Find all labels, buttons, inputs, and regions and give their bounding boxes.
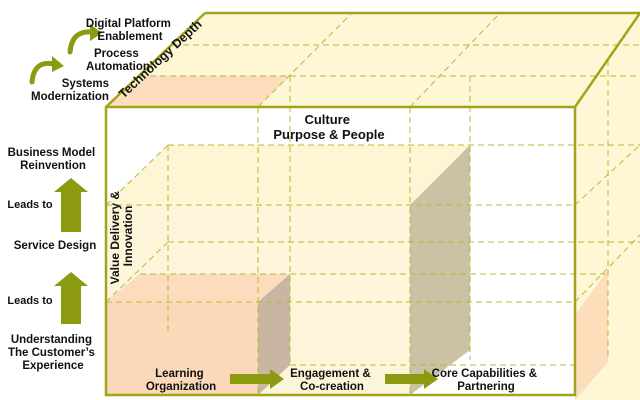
inner-block-top [106,145,470,205]
systems-modernization-label: Systems Modernization [31,78,112,103]
cube-top-peach-region [106,76,290,107]
right-arrow-icon [230,369,284,389]
value-delivery-label: Value Delivery & Innovation [108,188,135,285]
business-model-label: Business Model Reinvention [8,147,99,172]
curved-arrow-icon [29,60,57,85]
cube-edges [104,11,640,397]
learning-organization-label: Learning Organization [146,368,216,393]
leads-to-lower-label: Leads to [7,295,53,307]
up-arrow-icon [54,272,88,324]
understanding-label: Understanding The Customer’s Experience [8,334,98,372]
arrowhead-icon [52,56,64,72]
engagement-label: Engagement & Co-creation [290,368,374,393]
inner-block-peach-top [106,274,290,302]
inner-block-grey-slab [410,145,470,395]
right-arrow-icon [385,369,438,389]
leads-to-upper-label: Leads to [7,199,53,211]
up-arrow-icon [54,178,88,232]
core-capabilities-label: Core Capabilities & Partnering [432,368,541,393]
arrowhead-icon [90,24,102,41]
maturity-arrows [29,29,95,85]
cube-right-peach-region [575,270,608,400]
curved-arrow-icon [67,29,95,55]
service-design-label: Service Design [14,240,96,252]
process-automation-label: Process Automation [86,48,150,73]
digital-platform-label: Digital Platform Enablement [86,18,174,43]
culture-label: Culture Purpose & People [273,112,384,142]
inner-block-peach-side [258,274,290,395]
grid-lines [105,12,640,395]
